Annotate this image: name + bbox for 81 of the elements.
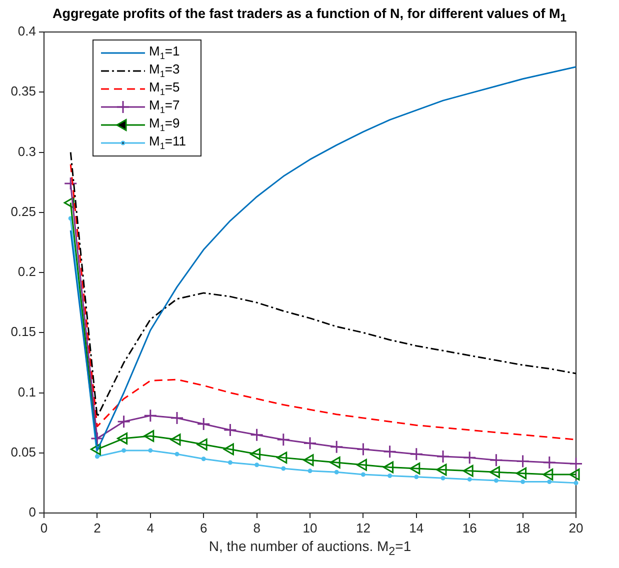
x-tick-label: 10	[302, 520, 318, 536]
point	[388, 473, 392, 478]
point	[516, 454, 530, 468]
point	[542, 456, 556, 470]
point	[281, 466, 286, 471]
point	[330, 440, 344, 454]
point	[196, 438, 208, 450]
point	[520, 479, 526, 484]
y-tick-label: 0.05	[10, 444, 36, 460]
point	[276, 452, 288, 464]
point	[170, 434, 181, 446]
point	[303, 454, 314, 466]
x-tick-label: 6	[200, 520, 208, 536]
point	[122, 448, 126, 453]
x-tick-label: 2	[94, 520, 101, 536]
y-tick-label: 0.15	[10, 324, 36, 340]
point	[223, 423, 237, 437]
point	[223, 443, 234, 456]
point	[356, 458, 367, 471]
point	[414, 474, 419, 480]
point	[90, 432, 104, 446]
point	[410, 462, 420, 474]
point	[334, 470, 339, 474]
x-tick-label: 20	[568, 520, 584, 536]
point	[144, 408, 158, 422]
point	[148, 448, 153, 453]
x-axis-title: N, the number of auctions. M$_{2}$=1	[208, 538, 412, 558]
point	[308, 468, 312, 474]
chart-title: Aggregate profits of the fast traders as a function of N, for different values of M$_{1}$	[51, 6, 568, 25]
point	[462, 464, 474, 477]
point	[542, 468, 554, 480]
point	[330, 456, 340, 468]
y-tick-label: 0	[28, 504, 36, 520]
point	[574, 480, 578, 486]
x-tick-label: 8	[253, 520, 260, 536]
point	[196, 417, 210, 431]
point	[64, 196, 74, 209]
point	[201, 456, 206, 462]
point	[174, 452, 180, 456]
point	[489, 466, 500, 478]
y-tick-label: 0.25	[10, 204, 36, 219]
point	[117, 432, 128, 444]
y-tick-label: 0.4	[18, 24, 36, 39]
point	[250, 448, 261, 460]
point	[170, 411, 184, 425]
point	[303, 436, 317, 450]
x-tick-label: 18	[516, 520, 530, 536]
point	[360, 472, 366, 477]
point	[90, 443, 101, 456]
x-tick-label: 12	[356, 520, 370, 536]
point	[467, 477, 472, 482]
point	[410, 447, 424, 461]
y-tick-label: 0.1	[18, 384, 36, 400]
x-tick-label: 14	[409, 520, 424, 536]
point	[489, 453, 503, 467]
point	[516, 467, 527, 480]
point	[276, 432, 290, 446]
point	[383, 461, 394, 474]
x-tick-label: 4	[146, 520, 154, 536]
point	[547, 479, 552, 484]
point	[569, 468, 580, 480]
y-tick-label: 0.35	[10, 84, 36, 99]
y-tick-label: 0.2	[18, 264, 36, 280]
x-tick-label: 0	[40, 520, 48, 536]
point	[436, 450, 450, 464]
x-tick-label: 16	[462, 520, 477, 536]
point	[436, 464, 447, 476]
point	[64, 176, 78, 190]
point	[462, 450, 476, 464]
point	[228, 460, 232, 465]
point	[569, 456, 583, 470]
point	[94, 454, 100, 459]
point	[356, 442, 370, 456]
point	[494, 478, 498, 483]
point	[144, 430, 154, 442]
point	[117, 414, 131, 428]
point	[383, 444, 397, 458]
point	[254, 462, 260, 468]
point	[440, 476, 446, 480]
point	[250, 428, 264, 442]
y-tick-label: 0.3	[18, 144, 36, 159]
